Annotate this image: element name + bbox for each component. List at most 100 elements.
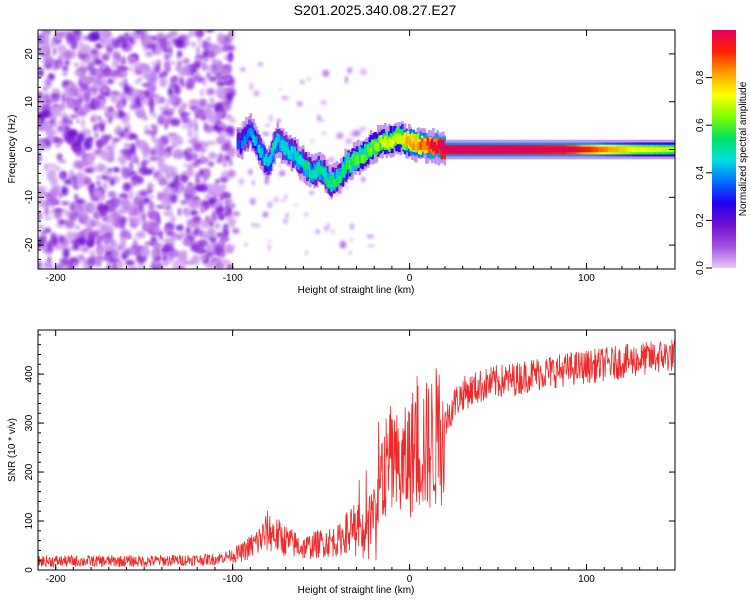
ridge-segment (658, 146, 662, 153)
noise-blob (221, 192, 232, 199)
noise-blob (189, 210, 199, 216)
ridge-segment (241, 132, 244, 148)
ridge-segment (425, 142, 428, 151)
ridge-segment (379, 135, 383, 144)
noise-blob (100, 64, 107, 71)
ridge-segment (594, 146, 598, 153)
noise-blob (150, 248, 160, 259)
noise-blob (207, 186, 211, 197)
ridge-segment (566, 146, 570, 153)
ridge-segment (253, 137, 257, 146)
ridge-segment (359, 155, 363, 164)
ridge-segment (630, 146, 633, 153)
noise-blob (222, 80, 233, 85)
noise-blob (249, 197, 256, 206)
noise-blob (219, 177, 228, 182)
noise-blob (60, 185, 69, 196)
spectrogram-x-tick-label: -100 (223, 273, 243, 284)
ridge-segment (468, 146, 472, 153)
ridge-segment (542, 146, 546, 153)
noise-blob (83, 154, 94, 164)
noise-blob (67, 98, 74, 110)
noise-blob (123, 143, 131, 148)
ridge-segment (385, 131, 388, 146)
ridge-segment (511, 146, 514, 153)
noise-blob (110, 141, 117, 146)
noise-blob (208, 261, 214, 269)
noise-blob (214, 186, 223, 197)
noise-blob (158, 143, 165, 152)
noise-blob (199, 108, 203, 115)
ridge-segment (292, 152, 295, 161)
ridge-segment (403, 132, 407, 141)
ridge-segment (621, 146, 625, 153)
noise-blob (100, 208, 108, 218)
noise-blob (42, 234, 47, 244)
ridge-segment (456, 146, 459, 153)
noise-blob (149, 155, 159, 162)
snr-x-tick-label: 0 (407, 574, 413, 585)
ridge-segment (502, 146, 506, 153)
noise-blob (216, 72, 222, 77)
ridge-segment (532, 146, 536, 153)
noise-blob (75, 110, 87, 116)
noise-blob (164, 121, 168, 130)
ridge-segment (573, 146, 577, 153)
noise-blob (82, 204, 91, 208)
ridge-segment (296, 150, 299, 159)
ridge-segment (599, 146, 602, 153)
ridge-segment (296, 152, 299, 168)
noise-blob (173, 139, 183, 146)
noise-blob (89, 250, 96, 256)
ridge-segment (306, 160, 309, 169)
noise-blob (204, 195, 212, 199)
noise-blob (129, 152, 136, 162)
noise-blob (160, 252, 171, 257)
noise-blob (59, 159, 67, 163)
ridge-segment (549, 146, 553, 153)
ridge-segment (518, 146, 521, 153)
noise-blob (209, 154, 220, 158)
ridge-segment (242, 133, 245, 142)
noise-blob (154, 173, 158, 177)
ridge-segment (434, 145, 438, 154)
ridge-segment (525, 146, 529, 153)
noise-blob (277, 118, 281, 123)
noise-blob (317, 114, 321, 122)
noise-blob (321, 131, 327, 135)
noise-blob (48, 263, 53, 269)
ridge-segment (512, 146, 516, 153)
noise-blob (321, 119, 325, 122)
noise-blob (345, 137, 353, 145)
ridge-segment (572, 146, 575, 153)
snr-y-tick-label: 400 (24, 365, 35, 382)
noise-blob (103, 238, 109, 247)
noise-blob (163, 151, 170, 159)
noise-blob (148, 93, 160, 98)
ridge-segment (263, 157, 267, 166)
noise-blob (227, 53, 233, 63)
noise-blob (206, 244, 211, 254)
ridge-segment (477, 146, 480, 153)
noise-blob (93, 188, 104, 198)
ridge-segment (577, 146, 581, 153)
noise-blob (208, 229, 215, 238)
noise-blob (119, 71, 128, 76)
noise-blob (153, 96, 161, 105)
noise-blob (148, 96, 152, 106)
noise-blob (89, 48, 99, 55)
noise-blob (251, 179, 255, 186)
noise-blob (164, 200, 170, 205)
noise-blob (114, 168, 120, 173)
noise-blob (222, 64, 232, 70)
colorbar-tick-label: 0.8 (695, 70, 706, 84)
noise-blob (224, 199, 234, 204)
noise-blob (267, 239, 272, 243)
noise-blob (172, 263, 177, 269)
noise-blob (206, 140, 217, 146)
noise-blob (73, 160, 85, 169)
noise-blob (118, 64, 122, 75)
ridge-segment (626, 146, 629, 153)
noise-blob (238, 178, 245, 185)
noise-blob (186, 218, 196, 228)
